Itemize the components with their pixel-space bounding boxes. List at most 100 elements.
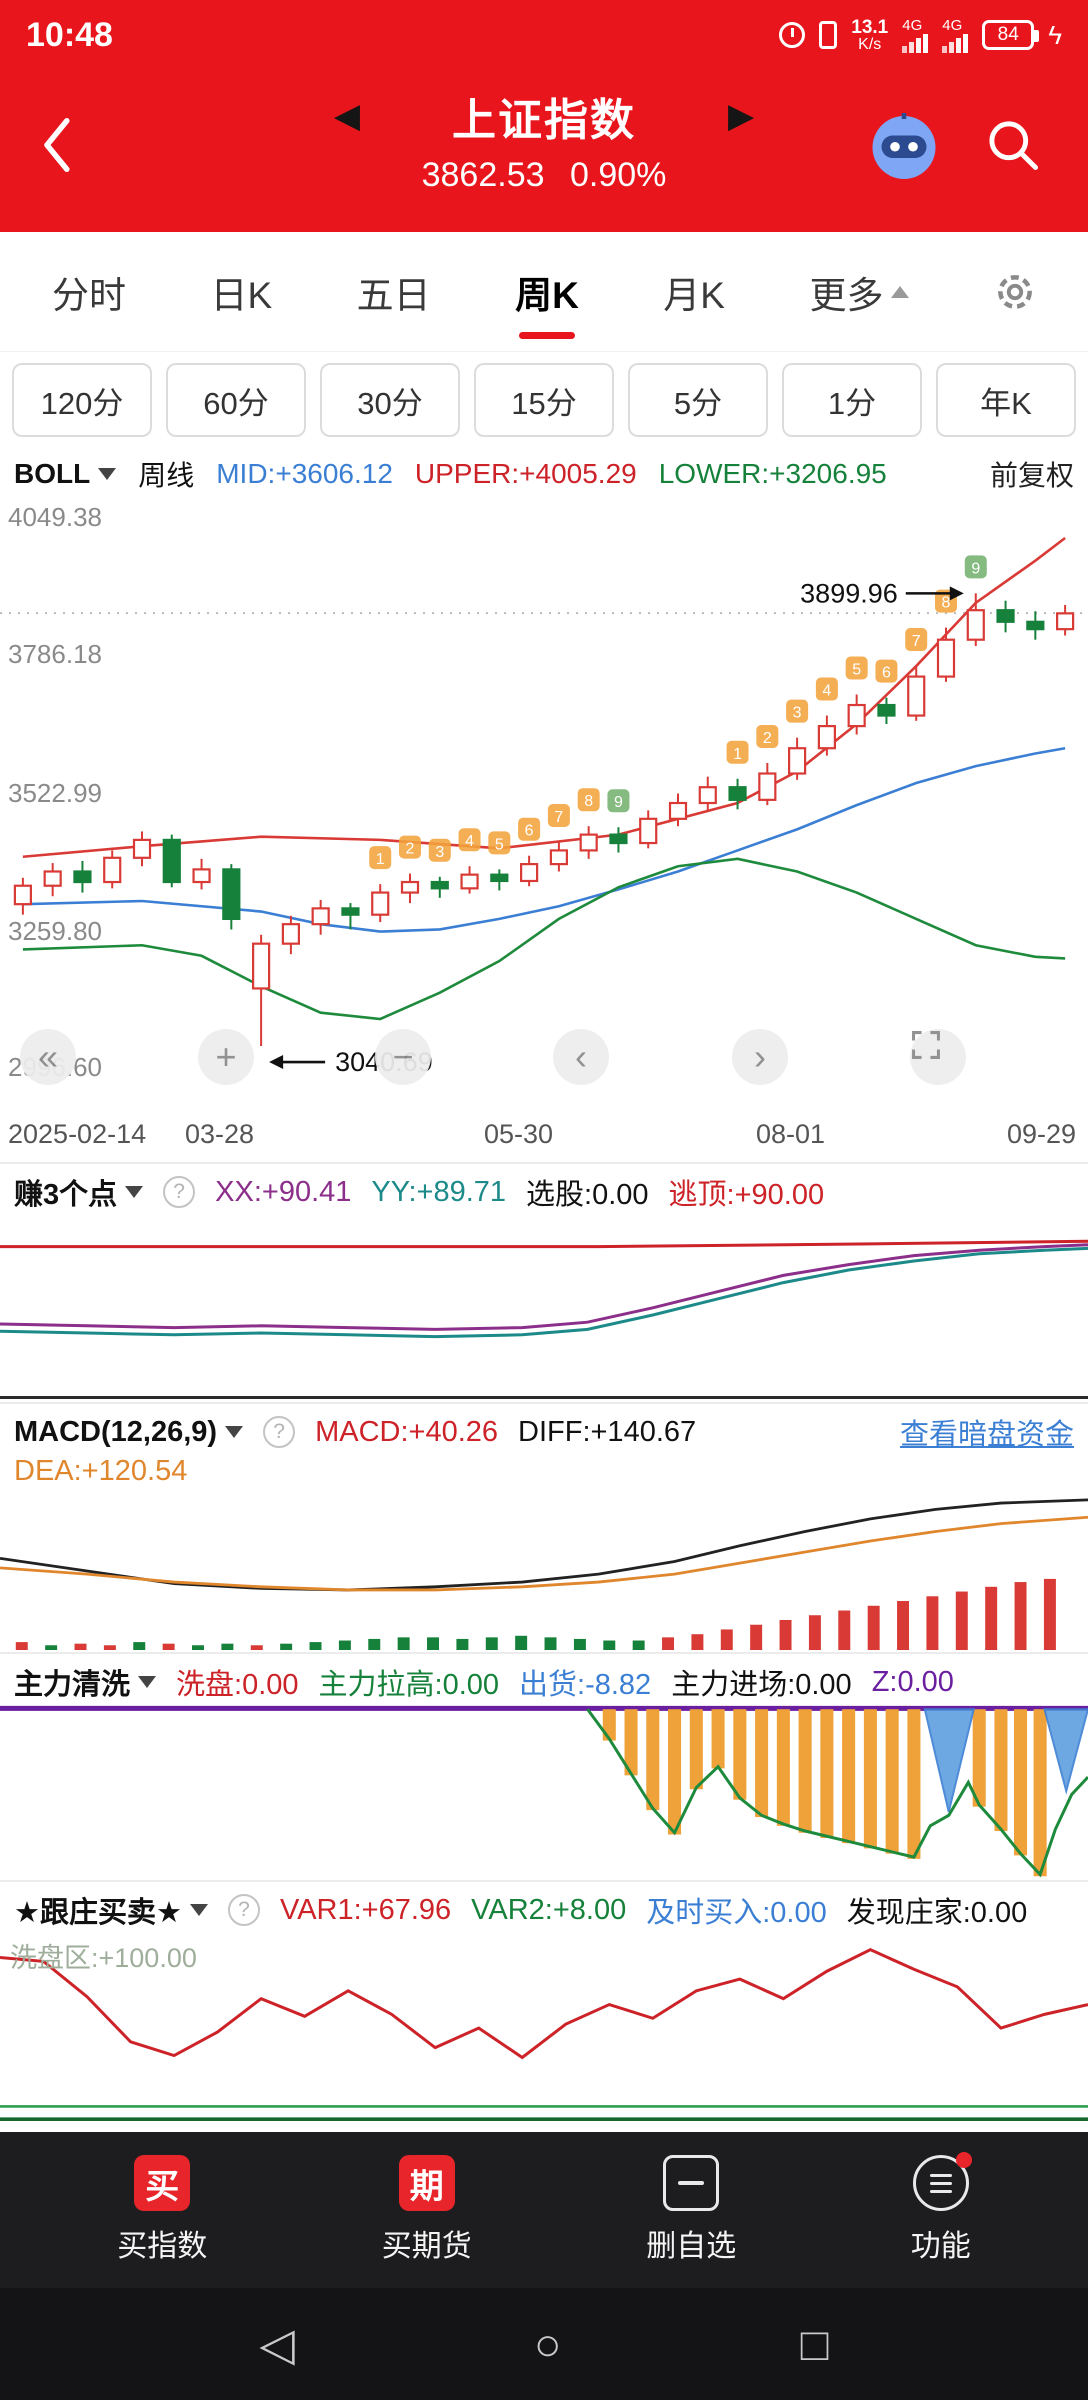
speed-value: 13.1 [851,16,889,38]
network-type-1: 4G [902,16,923,34]
pan-right-button[interactable]: › [732,1029,788,1085]
icon-char: 期 [409,2167,444,2206]
boll-mid-value: MID:+3606.12 [216,458,393,489]
zhuan3-indicator-selector[interactable]: 赚3个点 [14,1171,144,1213]
svg-text:8: 8 [584,793,593,810]
button-label: 30分 [357,385,423,421]
tab-monthly-k[interactable]: 月K [657,239,731,345]
help-icon[interactable] [263,1416,296,1448]
nav-functions[interactable]: 功能 [910,2152,972,2265]
settings-gear-icon[interactable] [988,265,1042,319]
zhuli-indicator-selector[interactable]: 主力清洗 [14,1661,157,1703]
chevron-down-icon [138,1676,157,1688]
chevron-down-icon [98,468,117,480]
macd-header-row2: DEA:+120.54 [0,1452,1088,1490]
icon-char: 买 [145,2167,180,2206]
genzhuang-header: ★跟庄买卖★ VAR1:+67.96 VAR2:+8.00 及时买入:0.00 … [0,1882,1088,1930]
taoding-value: 逃顶:+90.00 [668,1179,825,1211]
y-axis-label: 3786.18 [8,639,102,669]
nav-delete-watchlist[interactable]: 删自选 [646,2155,736,2265]
button-1min[interactable]: 1分 [782,363,922,437]
y-axis-label: 3259.80 [8,916,102,946]
svg-text:7: 7 [554,809,563,826]
button-5min[interactable]: 5分 [628,363,768,437]
panel-zhuli-qingxi: 主力清洗 洗盘:0.00 主力拉高:0.00 出货:-8.82 主力进场:0.0… [0,1652,1088,1878]
button-15min[interactable]: 15分 [474,363,614,437]
tab-weekly-k[interactable]: 周K [509,239,585,345]
xuangu-value: 选股:0.00 [526,1179,649,1211]
svg-text:3899.96: 3899.96 [800,578,898,608]
next-stock-icon[interactable] [728,99,754,133]
android-home-button[interactable]: ○ [533,2318,562,2370]
zhuan3-chart [0,1216,1088,1399]
adjust-mode-button[interactable]: 前复权 [989,460,1074,491]
svg-text:6: 6 [882,665,891,682]
network-type-2: 4G [942,16,963,34]
genzhuang-chart [0,1934,1088,2130]
nav-buy-index[interactable]: 买 买指数 [117,2155,207,2265]
button-label: 15分 [511,385,577,421]
fullscreen-button[interactable] [910,1029,966,1085]
speed-unit: K/s [858,35,882,53]
tab-intraday[interactable]: 分时 [46,239,132,345]
nav-buy-futures[interactable]: 期 买期货 [382,2155,472,2265]
chevron-down-icon [190,1904,208,1916]
pan-left-button[interactable]: ‹ [553,1029,609,1085]
diff-value: DIFF:+140.67 [518,1415,697,1448]
zoom-in-button[interactable]: + [198,1029,254,1085]
battery-icon: 84 [982,20,1040,50]
tab-label: 五日 [356,274,431,316]
tab-daily-k[interactable]: 日K [204,239,278,345]
title-block: 上证指数 3862.53 0.90% [0,84,1088,195]
button-label: 1分 [827,385,877,421]
xx-value: XX:+90.41 [215,1175,352,1208]
assistant-robot-icon[interactable] [868,110,940,182]
nav-label: 功能 [910,2230,971,2263]
android-back-button[interactable]: ◁ [259,2318,295,2370]
battery-percent: 84 [997,24,1019,45]
xipanqu-label: 洗盘区:+100.00 [10,1943,197,1973]
chevron-down-icon [125,1186,144,1198]
prev-stock-icon[interactable] [334,99,360,133]
status-icons: 13.1 K/s 4G 4G 84 [779,18,1062,53]
genzhuang-indicator-selector[interactable]: ★跟庄买卖★ [14,1889,208,1931]
x-axis-labels: 2025-02-14 03-28 05-30 08-01 09-29 [0,1115,1088,1159]
chevron-down-icon [225,1426,244,1438]
button-label: 5分 [673,385,723,421]
button-120min[interactable]: 120分 [12,363,152,437]
android-recents-button[interactable]: □ [800,2318,829,2370]
alarm-icon [779,22,806,48]
indicator-name: MACD(12,26,9) [14,1415,218,1448]
dark-pool-funds-link[interactable]: 查看暗盘资金 [899,1419,1074,1451]
help-icon[interactable] [228,1894,260,1926]
zoom-out-button[interactable]: − [375,1029,431,1085]
chevron-left-icon: ‹ [575,1036,587,1077]
back-icon[interactable] [36,112,80,178]
collapse-chart-button[interactable]: « [20,1029,76,1085]
android-nav-bar: ◁ ○ □ [0,2288,1088,2400]
minus-square-icon [663,2155,720,2211]
zhuli-chart [0,1704,1088,1877]
status-bar: 10:48 13.1 K/s 4G 4G 84 [0,0,1088,70]
x-axis-label: 08-01 [756,1119,826,1149]
jishimairu-value: 及时买入:0.00 [646,1897,827,1929]
nav-label: 买期货 [381,2230,472,2263]
macd-indicator-selector[interactable]: MACD(12,26,9) [14,1415,244,1449]
tab-label: 月K [663,274,725,316]
plus-icon: + [215,1036,237,1077]
tab-more[interactable]: 更多 [803,239,915,345]
indicator-info-bar: BOLL 周线 MID:+3606.12 UPPER:+4005.29 LOWE… [0,448,1088,500]
button-30min[interactable]: 30分 [320,363,460,437]
button-60min[interactable]: 60分 [166,363,306,437]
svg-text:5: 5 [852,661,861,678]
macd-chart [0,1492,1088,1650]
buy-futures-icon: 期 [398,2155,455,2211]
search-icon[interactable] [982,114,1044,176]
tab-label: 周K [515,274,579,316]
boll-selector[interactable]: BOLL [14,458,117,490]
help-icon[interactable] [163,1176,196,1208]
button-yearly-k[interactable]: 年K [936,363,1076,437]
tab-five-day[interactable]: 五日 [351,239,437,345]
